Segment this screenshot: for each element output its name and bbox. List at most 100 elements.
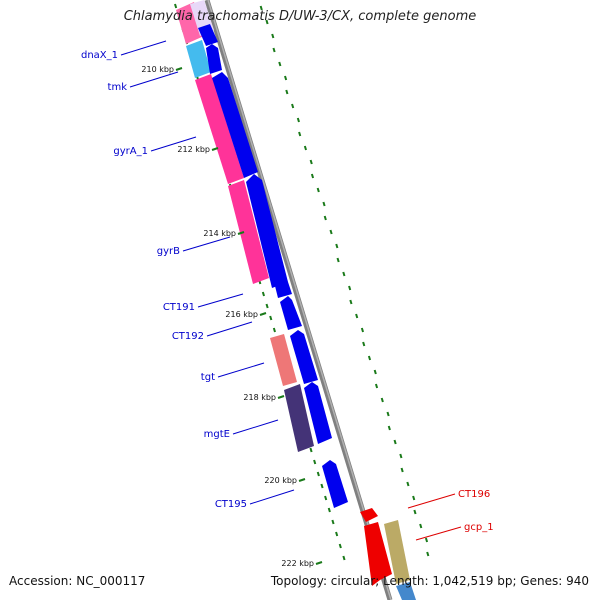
gc-dot: [324, 495, 328, 501]
gc-dot: [323, 215, 327, 221]
gc-dot: [406, 481, 410, 487]
cds-arrow-gyrA: [212, 72, 258, 178]
gc-dot: [380, 397, 384, 403]
accession-text: Accession: NC_000117: [9, 574, 146, 588]
kbp-tick-mark: [298, 478, 306, 482]
leader-line-mgte: [232, 419, 279, 435]
leader-line-gcp-1: [415, 526, 462, 541]
gc-dot: [310, 173, 315, 179]
leader-line-tmk: [129, 71, 179, 88]
gene-label-dnax-1[interactable]: dnaX_1: [81, 50, 118, 61]
genome-summary-text: Topology: circular; Length: 1,042,519 bp…: [270, 574, 589, 588]
gc-dot: [360, 327, 365, 333]
leader-line-ct196: [407, 493, 456, 509]
gc-dot: [272, 47, 276, 53]
leader-line-ct195: [249, 489, 295, 505]
gc-dot: [335, 243, 339, 249]
gc-dot: [412, 495, 416, 501]
gc-dot: [426, 551, 430, 557]
genome-backbone-highlight: [207, 0, 392, 600]
gc-dot: [373, 369, 377, 375]
gene-label-tgt[interactable]: tgt: [201, 372, 215, 383]
gc-dot: [362, 341, 366, 347]
cds-arrow-dnaX: [198, 24, 218, 46]
gene-label-ct195[interactable]: CT195: [215, 499, 247, 510]
kbp-tick-label: 210 kbp: [141, 65, 174, 74]
genome-backbone: [204, 0, 393, 600]
gc-dot: [424, 537, 429, 543]
cds-arrow-CT192: [280, 296, 302, 330]
kbp-tick-mark: [175, 67, 183, 71]
kbp-tick-label: 212 kbp: [177, 145, 210, 154]
gc-dot: [355, 313, 359, 319]
gene-label-tmk[interactable]: tmk: [108, 82, 128, 93]
gene-label-gcp-1[interactable]: gcp_1: [464, 522, 494, 533]
gc-dot: [285, 89, 289, 95]
gc-dot: [309, 159, 313, 165]
gc-dot: [278, 61, 282, 67]
gc-dot: [316, 471, 320, 477]
kbp-ticks: 210 kbp 212 kbp 214 kbp 216 kbp 218 kbp 220 k…: [141, 65, 323, 568]
gene-label-gyra-1[interactable]: gyrA_1: [113, 146, 148, 157]
gc-dot: [399, 453, 403, 459]
gc-dot: [303, 145, 308, 151]
gene-label-gyrb[interactable]: gyrB: [157, 246, 180, 257]
gc-dot: [271, 33, 275, 39]
gc-dot: [316, 187, 320, 193]
cog-bar-tmk: [186, 40, 211, 78]
gc-dot: [284, 75, 288, 81]
cds-arrow-mgtE: [304, 382, 332, 444]
leader-line-tgt: [217, 362, 265, 378]
gc-dot: [419, 523, 423, 529]
gene-label-ct196[interactable]: CT196: [458, 489, 490, 500]
gc-dot: [259, 5, 263, 11]
gc-dot: [313, 459, 317, 465]
gc-dot: [265, 19, 269, 25]
kbp-tick-label: 214 kbp: [203, 229, 236, 238]
gc-dot: [393, 439, 397, 445]
leader-line-gyrb: [182, 236, 231, 252]
cds-arrow-CT191: [275, 278, 292, 298]
gc-dot: [309, 447, 313, 453]
cog-bar-mgtE: [284, 384, 314, 452]
gc-dot: [338, 543, 342, 549]
gc-dot: [413, 509, 417, 515]
leader-line-ct192: [206, 321, 253, 337]
map-title: Chlamydia trachomatis D/UW-3/CX, complet…: [123, 9, 477, 24]
gc-dot: [320, 483, 324, 489]
cog-track: [176, 0, 416, 600]
leader-line-dnax-1: [120, 40, 167, 56]
gc-dot: [298, 131, 302, 137]
gene-label-ct191[interactable]: CT191: [163, 302, 195, 313]
gc-dot: [269, 315, 273, 321]
gc-dot: [342, 271, 346, 277]
cds-arrow-tgt: [290, 330, 318, 384]
kbp-tick-label: 222 kbp: [281, 559, 314, 568]
gene-label-ct192[interactable]: CT192: [172, 331, 204, 342]
gc-dot: [335, 531, 339, 537]
leader-line-gyra-1: [150, 136, 197, 152]
gc-dot: [329, 229, 333, 235]
gc-dot: [174, 3, 178, 9]
cds-track: [198, 24, 348, 508]
cds-arrow-gcp: [364, 522, 392, 586]
gc-dot: [331, 519, 335, 525]
cog-bar-gcp: [384, 520, 410, 584]
gc-dot: [322, 201, 326, 207]
kbp-tick-mark: [237, 231, 245, 235]
cds-arrow-tmk: [206, 44, 222, 74]
gc-dot: [336, 257, 340, 263]
leader-line-ct191: [197, 293, 244, 308]
cog-bar-gyrB: [228, 180, 269, 284]
kbp-tick-mark: [211, 147, 219, 151]
kbp-tick-mark: [315, 561, 323, 565]
cog-bar-tgt: [270, 334, 297, 386]
gc-dot: [265, 303, 269, 309]
gc-dot: [348, 285, 352, 291]
gc-dot: [291, 103, 295, 109]
gc-dot: [367, 355, 372, 361]
gene-label-mgte[interactable]: mgtE: [204, 429, 230, 440]
kbp-tick-mark: [259, 312, 267, 316]
cds-arrow-CT195: [322, 460, 348, 508]
